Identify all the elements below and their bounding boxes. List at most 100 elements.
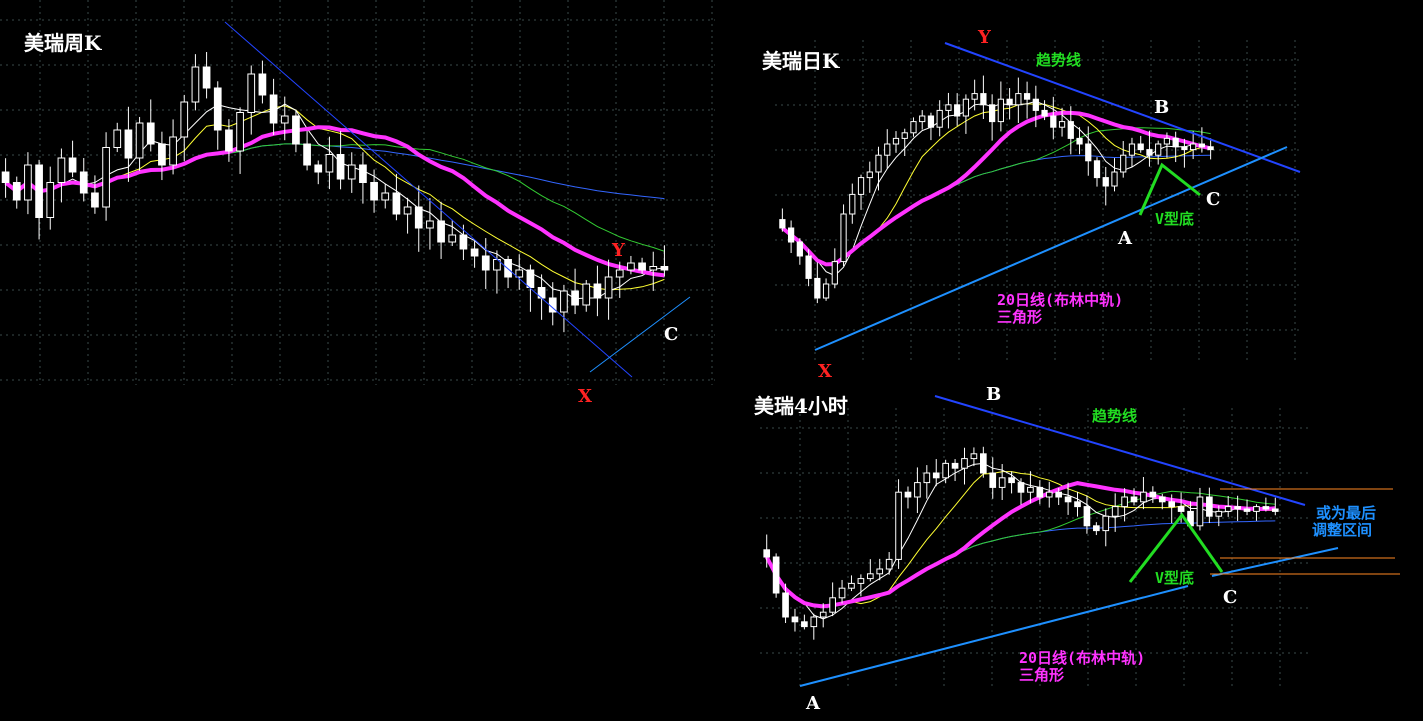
candle [885, 552, 893, 575]
candle [936, 100, 943, 137]
candle-body [1253, 506, 1260, 512]
candle-body [1, 171, 10, 183]
candle [35, 159, 43, 240]
candle-body [146, 122, 155, 145]
candle [1041, 100, 1048, 121]
v-bottom-label: V型底 [1155, 210, 1194, 228]
candle [1111, 493, 1119, 532]
candle [336, 130, 345, 190]
candle-body [901, 132, 908, 139]
chart-title: 美瑞4小时 [754, 394, 848, 418]
candle [831, 248, 838, 289]
candle-body [1149, 491, 1157, 498]
candle-body [1155, 143, 1162, 156]
candle [615, 261, 624, 298]
candle-body [1050, 115, 1057, 128]
candle [269, 78, 278, 135]
candle [515, 254, 524, 290]
candle [866, 161, 873, 193]
candle [191, 54, 200, 111]
candle-body [1271, 508, 1279, 512]
candle-body [875, 154, 882, 173]
candle-body [796, 241, 803, 257]
candle [135, 116, 144, 171]
v-bottom-line [1138, 162, 1201, 216]
candle-body [370, 182, 378, 201]
candle [961, 447, 968, 485]
label-b: B [986, 384, 1001, 405]
grid [0, 0, 715, 385]
ma5-line [5, 103, 665, 300]
candle [971, 79, 978, 111]
candle [805, 249, 812, 287]
candle [1064, 482, 1072, 515]
candle-body [927, 115, 935, 128]
candle-body [923, 472, 931, 484]
candle [1093, 157, 1101, 187]
candle [604, 259, 613, 320]
candle-body [989, 104, 996, 123]
v-bottom-line [1128, 512, 1224, 583]
candle [1163, 132, 1171, 158]
candle-body [1207, 146, 1214, 151]
candle [292, 109, 300, 153]
candle-body [1181, 146, 1188, 151]
label-c: C [664, 324, 678, 345]
candle-body [560, 290, 568, 313]
candle [1017, 478, 1025, 505]
candle [810, 613, 818, 640]
candle [1168, 494, 1176, 524]
candle-body [459, 234, 468, 250]
range-note-1: 或为最后 [1316, 504, 1376, 522]
candle [24, 152, 32, 215]
candle-body [782, 592, 789, 618]
candle [1128, 137, 1136, 167]
candle-body [831, 261, 838, 285]
candle-body [1036, 486, 1044, 498]
candle [202, 52, 211, 99]
candle [763, 534, 771, 568]
candle-body [1262, 506, 1270, 510]
candle-body [1058, 121, 1066, 128]
candle [582, 279, 591, 312]
candle-body [1032, 98, 1039, 111]
candle-body [470, 248, 479, 257]
candle [1083, 495, 1091, 534]
candle-body [980, 93, 987, 106]
candle-body [998, 477, 1006, 488]
candle [1207, 138, 1214, 160]
candle [849, 183, 856, 224]
candle [1224, 496, 1232, 517]
candle [904, 486, 912, 509]
candle [840, 204, 847, 267]
candle-body [1111, 506, 1119, 517]
candle [1008, 471, 1015, 494]
candle-body [180, 101, 189, 138]
candle [1181, 138, 1188, 168]
candle [1102, 166, 1109, 206]
candle [772, 553, 780, 598]
ma5-line [782, 100, 1211, 277]
candle [866, 559, 874, 582]
candle [1206, 487, 1213, 524]
candle [787, 220, 795, 254]
candle [1158, 493, 1166, 510]
ma20-label: 20日线(布林中轨) [1019, 649, 1145, 667]
candle [998, 464, 1006, 500]
candle [414, 185, 423, 252]
candle-body [1172, 137, 1179, 148]
candle-body [24, 164, 32, 201]
candle-body [1177, 506, 1185, 512]
candle-body [571, 290, 579, 306]
candle [838, 579, 846, 604]
candle [954, 93, 961, 126]
candle-body [79, 171, 88, 194]
candle-body [627, 262, 635, 271]
candle-body [604, 276, 613, 299]
candle-body [1083, 506, 1091, 527]
candle [1146, 130, 1153, 167]
label-a: A [1117, 228, 1133, 249]
candle-body [169, 136, 177, 166]
candle [779, 208, 786, 232]
candle-body [1093, 160, 1101, 179]
